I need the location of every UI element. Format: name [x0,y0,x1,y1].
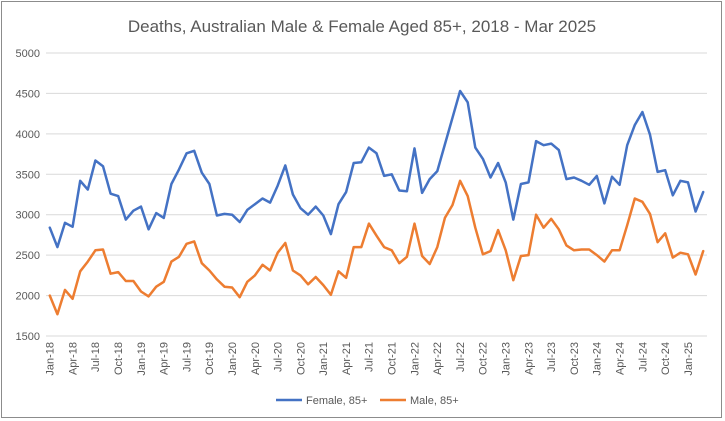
legend-label: Male, 85+ [410,395,459,407]
x-tick-label: Apr-23 [523,342,535,375]
series-1 [48,179,705,316]
x-tick-label: Apr-21 [341,342,353,375]
x-tick-label: Oct-22 [478,342,490,375]
y-tick-label: 2000 [16,291,40,303]
x-tick-label: Jan-18 [45,342,57,376]
x-tick-label: Oct-18 [113,342,125,375]
legend: Female, 85+ Male, 85+ [276,395,459,407]
y-tick-label: 4000 [16,129,40,141]
x-tick-label: Jan-24 [592,342,604,376]
x-tick-label: Jan-25 [683,342,695,376]
y-tick-label: 1500 [16,331,40,343]
x-tick-label: Apr-19 [159,342,171,375]
y-tick-label: 4500 [16,88,40,100]
x-tick-label: Jan-22 [409,342,421,376]
x-tick-label: Jul-24 [637,342,649,372]
y-tick-label: 5000 [16,48,40,60]
x-tick-label: Oct-24 [660,342,672,375]
y-tick-label: 2500 [16,250,40,262]
x-tick-label: Oct-20 [295,342,307,375]
x-tick-label: Jul-20 [273,342,285,372]
x-tick-label: Apr-24 [614,342,626,375]
x-axis-ticks: Jan-18 Apr-18 Jul-18 Oct-18 Jan-19 Apr-19 Jul-… [45,342,695,376]
series-lines [48,89,705,316]
x-tick-label: Oct-19 [204,342,216,375]
y-tick-label: 3000 [16,210,40,222]
x-tick-label: Jan-20 [227,342,239,376]
x-tick-label: Apr-22 [432,342,444,375]
series-line [48,179,705,316]
x-tick-label: Apr-18 [67,342,79,375]
series-0 [48,89,705,249]
x-tick-label: Oct-23 [569,342,581,375]
y-axis-ticks: 1500 2000 2500 3000 3500 4000 4500 5000 [16,48,40,343]
chart-title: Deaths, Australian Male & Female Aged 85… [128,17,596,36]
x-tick-label: Jul-18 [90,342,102,372]
y-tick-label: 3500 [16,169,40,181]
x-tick-label: Oct-21 [387,342,399,375]
x-tick-label: Apr-20 [250,342,262,375]
x-tick-label: Jul-19 [181,342,193,372]
x-tick-label: Jul-23 [546,342,558,372]
x-tick-label: Jan-23 [501,342,513,376]
x-tick-label: Jul-21 [364,342,376,372]
series-line [48,89,705,249]
x-tick-label: Jul-22 [455,342,467,372]
x-tick-label: Jan-19 [136,342,148,376]
x-tick-label: Jan-21 [318,342,330,376]
legend-label: Female, 85+ [306,395,367,407]
